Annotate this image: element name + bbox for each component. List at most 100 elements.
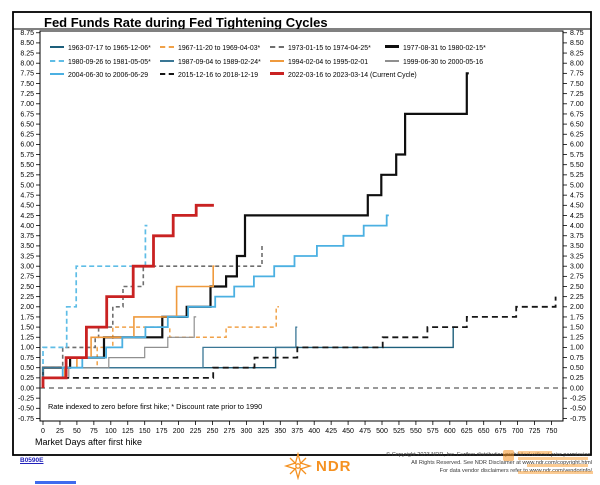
y-tick-label-right: 3.75 — [570, 233, 584, 240]
y-tick-label-left: 3.50 — [20, 243, 34, 250]
legend-swatch — [385, 45, 399, 48]
x-tick-label: 175 — [156, 428, 168, 435]
x-tick-label: 625 — [461, 428, 473, 435]
y-tick-label-right: 0.75 — [570, 355, 584, 362]
y-tick-label-left: -0.75 — [18, 416, 34, 423]
ndr-logo: NDR — [283, 452, 352, 480]
legend-label: 1973-01-15 to 1974-04-25* — [288, 45, 371, 52]
legend-label: 1999-06-30 to 2000-05-16 — [403, 58, 484, 66]
y-tick-label-right: 5.75 — [570, 152, 584, 159]
y-tick-label-left: 4.25 — [20, 213, 34, 220]
y-tick-label-right: 1.75 — [570, 314, 584, 321]
y-tick-label-left: 3.00 — [20, 264, 34, 271]
y-tick-label-right: 5.50 — [570, 162, 584, 169]
y-tick-label-right: 7.25 — [570, 91, 584, 98]
y-tick-label-left: 5.50 — [20, 162, 34, 169]
series-line-5 — [42, 326, 298, 388]
y-tick-label-right: 2.50 — [570, 284, 584, 291]
legend-entry-0: 1963-07-17 to 1965-12-06* — [50, 37, 151, 52]
legend-swatch — [50, 46, 64, 48]
chart-legend: 1963-07-17 to 1965-12-06* 1967-11-20 to 1… — [50, 37, 555, 83]
y-tick-label-right: 0.25 — [570, 375, 584, 382]
y-tick-label-right: -0.50 — [570, 406, 586, 413]
y-tick-label-left: 2.25 — [20, 294, 34, 301]
legend-entry-1: 1967-11-20 to 1969-04-03* — [160, 37, 261, 52]
x-tick-label: 150 — [139, 428, 151, 435]
x-tick-label: 75 — [90, 428, 98, 435]
y-tick-label-right: 3.00 — [570, 264, 584, 271]
y-tick-label-left: 3.75 — [20, 233, 34, 240]
x-tick-label: 350 — [274, 428, 286, 435]
legend-entry-2: 1973-01-15 to 1974-04-25* — [270, 37, 371, 52]
y-tick-label-right: 8.00 — [570, 61, 584, 68]
legend-label: 1963-07-17 to 1965-12-06* — [68, 45, 151, 52]
x-tick-label: 300 — [241, 428, 253, 435]
legend-swatch — [270, 72, 284, 75]
y-tick-label-left: -0.50 — [18, 406, 34, 413]
legend-label: 2015-12-16 to 2018-12-19 — [178, 72, 259, 79]
x-tick-label: 400 — [308, 428, 320, 435]
y-tick-label-right: 8.25 — [570, 50, 584, 57]
y-tick-label-left: 7.75 — [20, 71, 34, 78]
y-tick-label-left: 6.00 — [20, 142, 34, 149]
x-tick-label: 50 — [73, 428, 81, 435]
x-tick-label: 475 — [359, 428, 371, 435]
y-tick-label-left: 1.50 — [20, 324, 34, 331]
chart-code-link[interactable]: B0590E — [20, 457, 44, 464]
y-tick-label-left: 4.00 — [20, 223, 34, 230]
x-tick-label: 200 — [173, 428, 185, 435]
compass-rose-icon — [283, 452, 313, 480]
x-tick-label: 225 — [190, 428, 202, 435]
x-tick-label: 700 — [512, 428, 524, 435]
y-tick-label-left: 1.25 — [20, 335, 34, 342]
y-tick-label-right: 7.00 — [570, 101, 584, 108]
y-tick-label-right: 0.00 — [570, 385, 584, 392]
legend-label: 1994-02-04 to 1995-02-01 — [288, 58, 369, 66]
x-tick-label: 250 — [207, 428, 219, 435]
x-tick-label: 725 — [529, 428, 541, 435]
y-tick-label-left: 8.75 — [20, 30, 34, 37]
y-tick-label-right: 1.50 — [570, 324, 584, 331]
y-tick-label-left: 0.00 — [20, 385, 34, 392]
chart-title: Fed Funds Rate during Fed Tightening Cyc… — [44, 15, 328, 30]
y-tick-label-right: 4.00 — [570, 223, 584, 230]
series-line-10 — [41, 203, 214, 388]
y-tick-label-left: 8.50 — [20, 40, 34, 47]
x-tick-label: 425 — [325, 428, 337, 435]
y-tick-label-left: 0.50 — [20, 365, 34, 372]
legend-entry-4: 1980-09-26 to 1981-05-05* — [50, 51, 151, 66]
x-tick-label: 375 — [291, 428, 303, 435]
x-axis-title: Market Days after first hike — [35, 437, 143, 447]
x-tick-label: 550 — [410, 428, 422, 435]
copyright-line-1: © Copyright 2023 NDR, Inc. Further distr… — [386, 452, 592, 458]
y-tick-label-left: -0.25 — [18, 395, 34, 402]
y-tick-label-left: 0.25 — [20, 375, 34, 382]
y-tick-label-right: -0.25 — [570, 395, 586, 402]
y-tick-label-right: 3.50 — [570, 243, 584, 250]
legend-label: 1967-11-20 to 1969-04-03* — [178, 45, 261, 52]
y-tick-label-right: 8.75 — [570, 30, 584, 37]
y-tick-label-right: 0.50 — [570, 365, 584, 372]
x-tick-label: 675 — [495, 428, 507, 435]
series-line-8 — [42, 214, 389, 388]
legend-swatch — [50, 73, 64, 75]
legend-entry-10: 2022-03-16 to 2023-03-14 (Current Cycle) — [270, 64, 417, 79]
y-tick-label-left: 1.75 — [20, 314, 34, 321]
x-tick-label: 575 — [427, 428, 439, 435]
series-line-2 — [42, 245, 265, 388]
legend-entry-7: 1999-06-30 to 2000-05-16 — [385, 51, 484, 66]
x-tick-label: 125 — [122, 428, 134, 435]
legend-label: 2004-06-30 to 2006-06-29 — [68, 72, 149, 79]
y-tick-label-left: 4.75 — [20, 192, 34, 199]
y-tick-label-right: 5.25 — [570, 172, 584, 179]
y-tick-label-left: 6.25 — [20, 132, 34, 139]
y-tick-label-right: 6.75 — [570, 111, 584, 118]
y-tick-label-right: 1.25 — [570, 335, 584, 342]
y-tick-label-left: 2.75 — [20, 274, 34, 281]
y-tick-label-right: 8.50 — [570, 40, 584, 47]
legend-swatch — [270, 59, 284, 62]
legend-label: 1987-09-04 to 1989-02-24* — [178, 58, 261, 66]
y-tick-label-left: 8.00 — [20, 61, 34, 68]
copyright-block: © Copyright 2023 NDR, Inc. Further distr… — [282, 451, 592, 475]
